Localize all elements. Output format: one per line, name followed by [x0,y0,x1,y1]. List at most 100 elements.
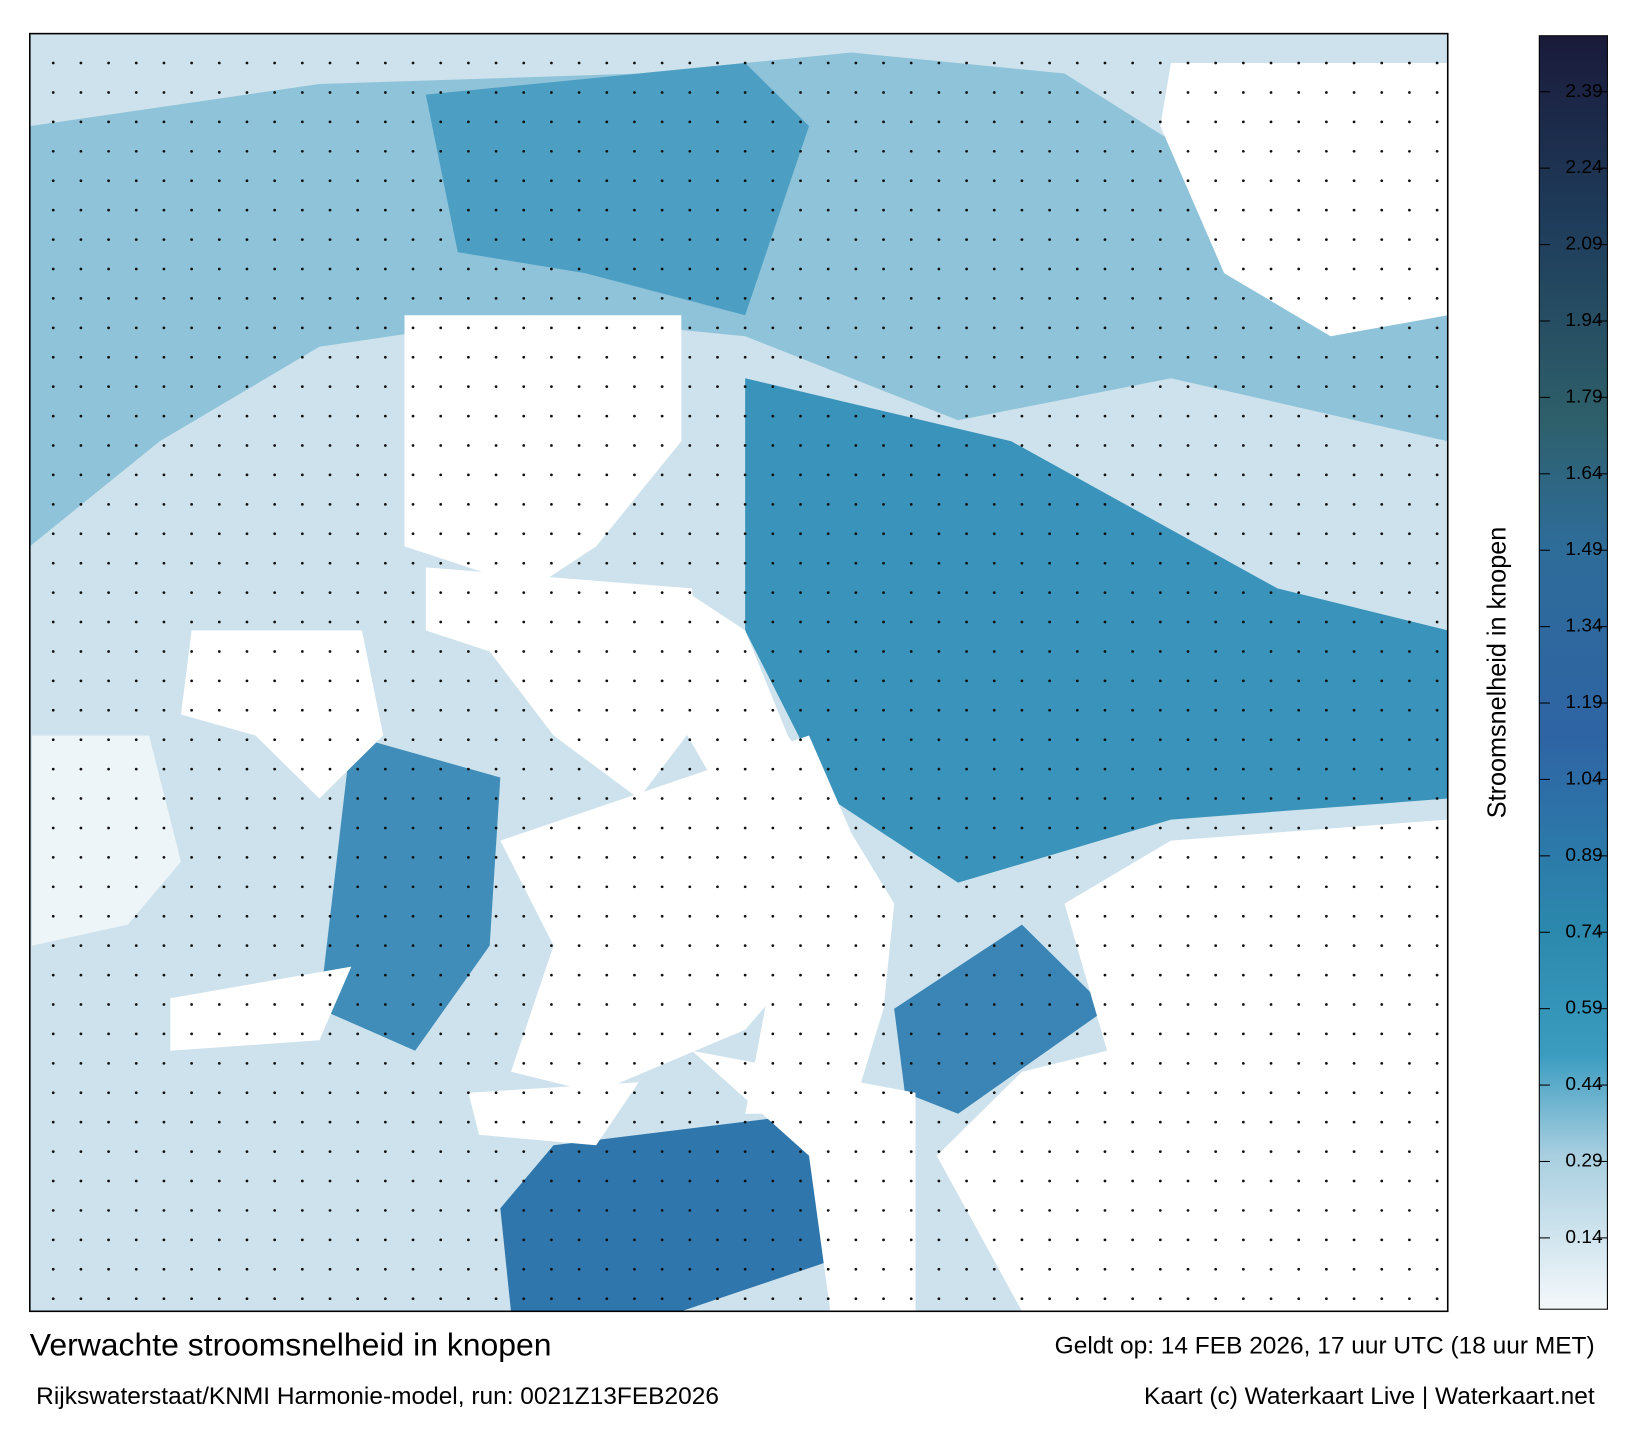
grid-dot [965,238,968,241]
grid-dot [1214,591,1218,594]
grid-dot [79,620,83,624]
grid-dot [1048,650,1051,653]
grid-dot [1048,1120,1051,1124]
grid-dot [51,1061,55,1065]
grid-dot [1269,1120,1273,1124]
grid-dot [328,767,332,771]
grid-dot [1214,885,1218,889]
grid-dot [1435,444,1439,447]
grid-dot [439,914,443,918]
grid-dot [1380,120,1384,124]
grid-dot [467,826,470,830]
grid-dot [577,473,581,477]
grid-dot [799,973,802,977]
grid-dot [1241,414,1245,418]
grid-dot [439,944,443,948]
grid-dot [716,532,719,536]
grid-dot [273,1091,277,1095]
grid-dot [1352,914,1356,918]
grid-dot [716,679,719,683]
grid-dot [1269,708,1273,712]
grid-dot [577,267,581,271]
grid-dot [356,1297,360,1301]
grid-dot [134,385,138,389]
grid-dot [1048,91,1051,94]
grid-dot [1158,532,1162,536]
grid-dot [1048,1238,1051,1242]
grid-dot [882,1267,885,1271]
grid-dot [356,120,360,124]
grid-dot [1103,973,1107,977]
grid-dot [1131,797,1135,800]
grid-dot [1075,267,1079,271]
grid-dot [411,1150,415,1153]
grid-dot [1075,208,1079,212]
grid-dot [1048,385,1051,389]
grid-dot [882,120,885,124]
grid-dot [1075,1061,1079,1065]
grid-dot [882,826,885,830]
grid-dot [79,1150,83,1153]
grid-dot [79,1209,83,1212]
grid-dot [217,179,221,183]
grid-dot [937,473,941,477]
subtitle: Rijkswaterstaat/KNMI Harmonie-model, run… [36,1383,719,1410]
grid-dot [771,91,775,94]
grid-dot [1297,1003,1301,1006]
grid-dot [937,1150,941,1153]
grid-dot [965,414,968,418]
grid-dot [1214,444,1218,447]
grid-dot [743,120,747,124]
grid-dot [1352,1179,1356,1183]
grid-dot [1020,591,1024,594]
grid-dot [1408,297,1411,300]
grid-dot [605,885,609,889]
grid-dot [245,738,249,742]
grid-dot [79,1003,83,1006]
grid-dot [992,414,996,418]
grid-dot [162,914,166,918]
grid-dot [1435,944,1439,948]
grid-dot [273,1267,277,1271]
grid-dot [743,1032,747,1036]
grid-dot [134,973,138,977]
grid-dot [328,679,332,683]
grid-dot [1352,238,1356,241]
grid-dot [1352,91,1356,94]
grid-dot [1352,179,1356,183]
grid-dot [107,561,110,565]
grid-dot [882,591,885,594]
grid-dot [494,1091,498,1095]
grid-dot [965,1238,968,1242]
grid-dot [1131,1120,1135,1124]
grid-dot [1269,650,1273,653]
grid-dot [688,238,692,241]
grid-dot [1131,1297,1135,1301]
grid-dot [1158,1120,1162,1124]
grid-dot [300,120,304,124]
grid-dot [965,385,968,389]
grid-dot [1297,679,1301,683]
grid-dot [1380,61,1384,65]
grid-dot [273,561,277,565]
grid-dot [300,385,304,389]
grid-dot [494,944,498,948]
grid-dot [937,532,941,536]
grid-dot [1380,267,1384,271]
grid-dot [411,1297,415,1301]
grid-dot [79,532,83,536]
grid-dot [245,1238,249,1242]
grid-dot [134,91,138,94]
grid-dot [356,149,360,153]
grid-dot [743,91,747,94]
grid-dot [1103,1179,1107,1183]
grid-dot [743,444,747,447]
grid-dot [771,120,775,124]
grid-dot [439,297,443,300]
grid-dot [328,1003,332,1006]
grid-dot [1435,1150,1439,1153]
grid-dot [1325,944,1328,948]
grid-dot [1241,355,1245,359]
grid-dot [439,238,443,241]
grid-dot [550,856,553,859]
